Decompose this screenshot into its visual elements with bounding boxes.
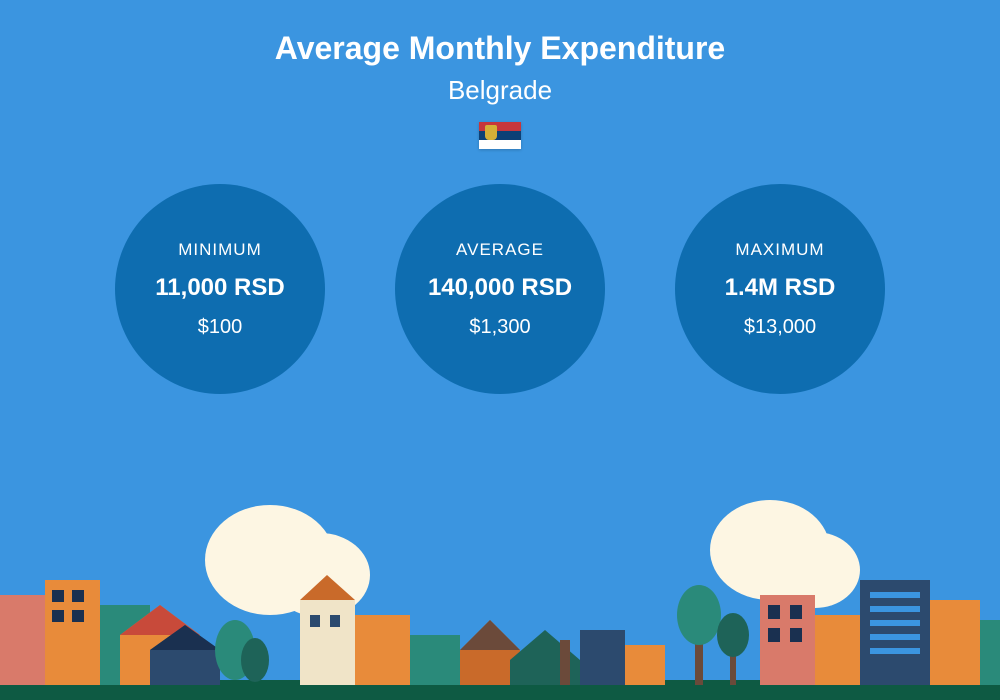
- stat-value: 140,000 RSD: [428, 274, 572, 302]
- header: Average Monthly Expenditure Belgrade: [0, 0, 1000, 149]
- cityscape-illustration: [0, 500, 1000, 700]
- stat-value: 11,000 RSD: [155, 274, 284, 302]
- page-subtitle: Belgrade: [0, 75, 1000, 106]
- stats-row: MINIMUM 11,000 RSD $100 AVERAGE 140,000 …: [0, 184, 1000, 394]
- stat-label: AVERAGE: [456, 240, 544, 260]
- stat-label: MINIMUM: [178, 240, 261, 260]
- stat-minimum: MINIMUM 11,000 RSD $100: [115, 184, 325, 394]
- stat-converted: $13,000: [744, 316, 816, 339]
- stat-label: MAXIMUM: [735, 240, 824, 260]
- stat-converted: $100: [198, 316, 243, 339]
- page-title: Average Monthly Expenditure: [0, 30, 1000, 67]
- serbia-flag-icon: [479, 122, 521, 149]
- stat-value: 1.4M RSD: [725, 274, 836, 302]
- stat-converted: $1,300: [469, 316, 530, 339]
- stat-maximum: MAXIMUM 1.4M RSD $13,000: [675, 184, 885, 394]
- stat-average: AVERAGE 140,000 RSD $1,300: [395, 184, 605, 394]
